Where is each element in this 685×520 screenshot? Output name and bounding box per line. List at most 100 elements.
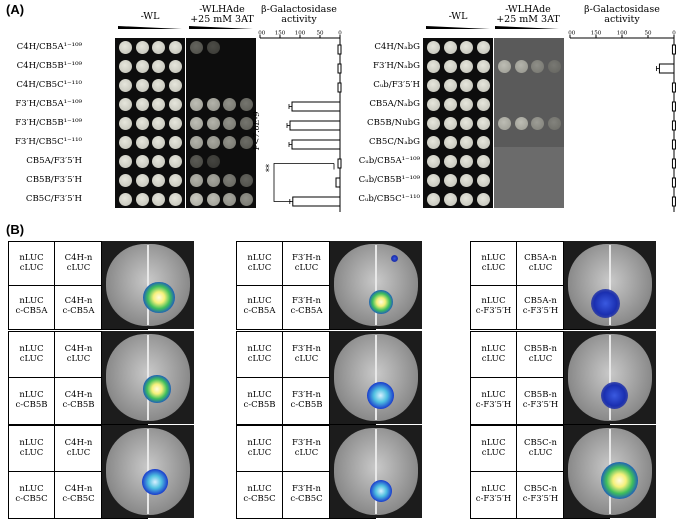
yeast-spot xyxy=(460,136,473,149)
yeast-spot xyxy=(531,60,544,73)
construct-label: nLUC cLUC xyxy=(481,252,506,273)
construct-label: F3′H-n c-CB5C xyxy=(290,484,323,504)
luciferase-leaf-image xyxy=(102,425,194,518)
yeast-spot xyxy=(168,174,182,187)
yeast-spot xyxy=(168,60,182,73)
yeast-spot xyxy=(190,136,203,149)
construct-label: CB5A-n c-F3′5′H xyxy=(522,296,559,317)
yeast-spot xyxy=(206,117,220,130)
construct-label: nLUC cLUC xyxy=(481,438,506,458)
panel-b-label: (B) xyxy=(6,222,25,237)
yeast-spot xyxy=(443,136,457,149)
yeast-spot xyxy=(460,155,473,168)
construct-label: F3′H-n cLUC xyxy=(292,438,321,458)
construct-label: F3′H-n c-CB5A xyxy=(290,296,323,317)
yeast-spot xyxy=(190,193,203,206)
row-label: F3′H/CB5C¹⁻¹¹⁰ xyxy=(14,137,82,147)
yeast-spot xyxy=(223,117,236,130)
yeast-spot xyxy=(239,117,253,130)
construct-label: nLUC cLUC xyxy=(19,252,44,273)
yeast-spot xyxy=(443,60,457,73)
yeast-spot xyxy=(119,117,132,130)
construct-label: nLUC cLUC xyxy=(481,344,506,364)
yeast-spot xyxy=(135,136,149,149)
construct-label: C4H-n c-CB5B xyxy=(62,390,95,410)
construct-label: nLUC c-F3′5′H xyxy=(475,484,512,504)
selective-plate-right xyxy=(494,38,564,208)
yeast-spot xyxy=(206,136,220,149)
yeast-spot xyxy=(427,174,440,187)
construct-label: CB5A-n cLUC xyxy=(524,252,557,273)
panel-a-label: (A) xyxy=(6,2,25,17)
yeast-spot xyxy=(460,60,473,73)
construct-label: nLUC cLUC xyxy=(247,438,272,458)
row-label: CB5A/NₐbG xyxy=(369,99,420,109)
yeast-spot xyxy=(443,79,457,92)
yeast-spot xyxy=(119,136,132,149)
luminescence-signal xyxy=(142,469,169,495)
row-label: Cᵤb/CB5C¹⁻¹¹⁰ xyxy=(358,194,420,204)
yeast-spot xyxy=(168,117,182,130)
bar xyxy=(671,44,676,55)
row-label: CB5C/F3′5′H xyxy=(25,194,82,204)
yeast-spot xyxy=(223,98,236,111)
construct-label: C4H-n cLUC xyxy=(64,438,93,458)
yeast-spot xyxy=(476,79,490,92)
yeast-spot xyxy=(460,193,473,206)
yeast-spot xyxy=(135,117,149,130)
luminescence-signal xyxy=(600,461,638,499)
yeast-spot xyxy=(206,41,220,54)
grid-divider xyxy=(8,471,102,472)
row-label: C4H/NₐbG xyxy=(374,42,420,52)
yeast-spot xyxy=(190,155,203,168)
yeast-spot xyxy=(206,174,220,187)
bar xyxy=(671,101,676,112)
bgal-chart-right: 200 150 100 50 0 xyxy=(568,31,676,212)
yeast-spot xyxy=(514,117,528,130)
row-label: C4H/CB5C¹⁻¹¹⁰ xyxy=(16,80,82,90)
yeast-spot xyxy=(476,155,490,168)
bar xyxy=(337,63,342,74)
right-bgal-header: β-Galactosidase xyxy=(584,4,660,15)
yeast-spot xyxy=(152,79,165,92)
construct-label: nLUC c-F3′5′H xyxy=(475,390,512,410)
construct-label: CB5B-n cLUC xyxy=(524,344,557,364)
yeast-spot xyxy=(206,98,220,111)
construct-label: C4H-n cLUC xyxy=(64,252,93,273)
selective-plate-left xyxy=(186,38,256,208)
left-wlhade-header: -WLHAde xyxy=(199,4,245,15)
right-3at-header: +25 mM 3AT xyxy=(496,14,560,25)
row-label: CB5A/F3′5′H xyxy=(26,156,82,166)
construct-label: nLUC cLUC xyxy=(247,252,272,273)
grid-divider xyxy=(8,284,102,286)
row-label: F3′H/CB5A¹⁻¹⁰⁹ xyxy=(15,99,82,109)
construct-label: nLUC cLUC xyxy=(19,438,44,458)
yeast-spot xyxy=(443,117,457,130)
wl-plate-right xyxy=(423,38,493,208)
yeast-spot xyxy=(427,41,440,54)
tick-label: 150 xyxy=(275,31,286,37)
yeast-spot xyxy=(239,136,253,149)
yeast-spot xyxy=(135,155,149,168)
yeast-spot xyxy=(168,136,182,149)
construct-label: nLUC cLUC xyxy=(19,344,44,364)
yeast-spot xyxy=(443,193,457,206)
tick-label: 200 xyxy=(568,31,576,37)
row-label: CB5C/NₐbG xyxy=(368,137,420,147)
yeast-spot xyxy=(476,117,490,130)
yeast-spot xyxy=(239,193,253,206)
luminescence-signal xyxy=(143,281,175,314)
row-label: C4H/CB5A¹⁻¹⁰⁹ xyxy=(16,42,82,52)
yeast-spot xyxy=(427,79,440,92)
yeast-spot xyxy=(168,98,182,111)
leaf-vein xyxy=(609,244,612,326)
yeast-spot xyxy=(190,174,203,187)
construct-label: F3′H-n cLUC xyxy=(292,344,321,364)
yeast-spot xyxy=(547,60,561,73)
bar xyxy=(337,82,342,93)
yeast-spot xyxy=(443,98,457,111)
bar xyxy=(671,120,676,131)
left-wl-header: -WL xyxy=(140,11,160,22)
left-bgal-header: β-Galactosidase xyxy=(261,4,337,15)
